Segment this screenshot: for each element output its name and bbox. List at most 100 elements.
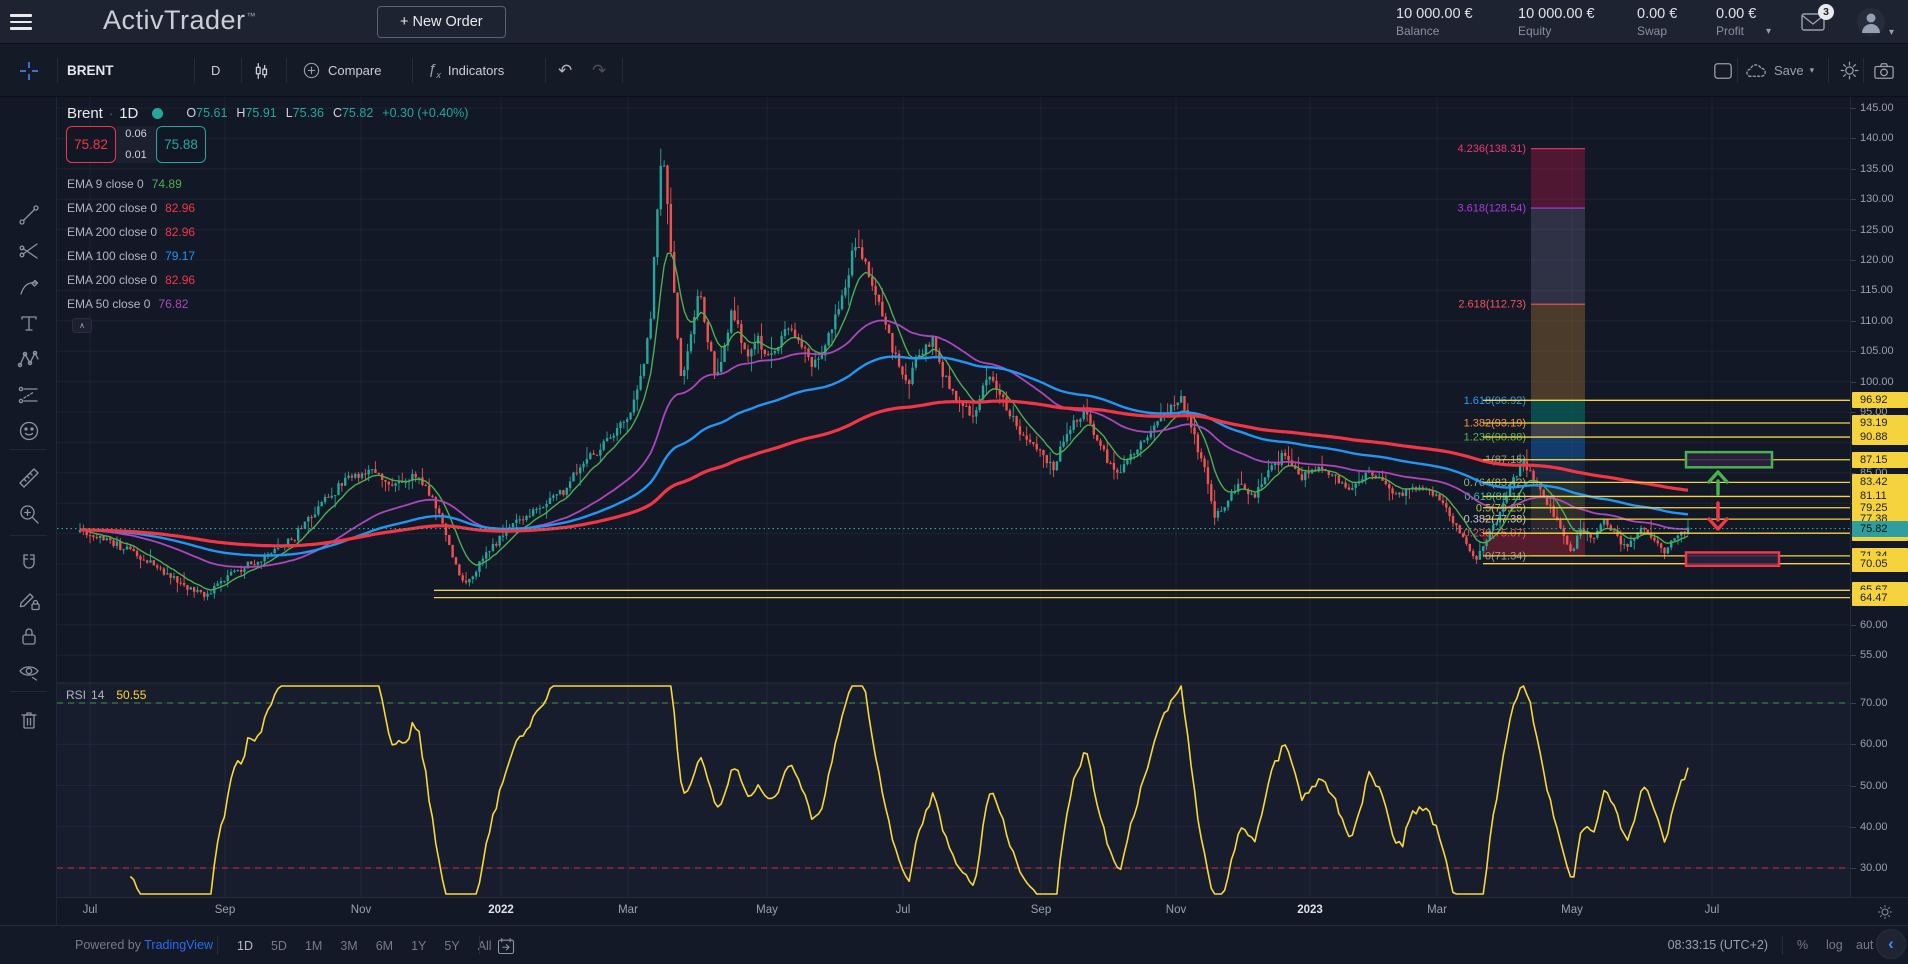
fib-retracement[interactable]: 4.236(138.31)3.618(128.54)2.618(112.73)1…: [1458, 143, 1586, 562]
range-button-6m[interactable]: 6M: [367, 935, 402, 957]
text-tool-button[interactable]: [8, 308, 49, 338]
time-axis[interactable]: JulSepNov2022MarMayJulSepNov2023MarMayJu…: [57, 897, 1908, 925]
horizontal-level-lines[interactable]: [434, 400, 1850, 597]
compare-button[interactable]: Compare: [302, 44, 381, 97]
layout-square-icon: [1712, 61, 1734, 81]
user-menu-caret-icon[interactable]: ▾: [1889, 27, 1894, 38]
indicator-value: 82.96: [165, 273, 195, 287]
collapse-panel-button[interactable]: ‹: [1876, 929, 1906, 959]
crosshair-tool-button[interactable]: [8, 55, 50, 87]
fib-level-label: 3.618(128.54): [1458, 203, 1527, 215]
drawing-toolbar: [0, 97, 57, 925]
fx-icon: ƒx: [428, 61, 441, 80]
equity-value: 10 000.00 €: [1518, 6, 1595, 22]
chart-canvas[interactable]: 4.236(138.31)3.618(128.54)2.618(112.73)1…: [57, 97, 1850, 897]
low-value: 75.36: [293, 106, 324, 120]
time-axis-label: Nov: [351, 904, 371, 916]
chart-settings-button[interactable]: [1835, 44, 1863, 97]
magnet-mode-button[interactable]: [8, 549, 49, 579]
legend-interval[interactable]: 1D: [119, 105, 138, 122]
indicator-legend-row[interactable]: EMA 200 close 082.96: [67, 196, 195, 220]
profit-stat: 0.00 € Profit: [1716, 6, 1756, 38]
lock-drawings-button[interactable]: [8, 621, 49, 651]
range-button-5y[interactable]: 5Y: [435, 935, 468, 957]
xabcd-pattern-tool-button[interactable]: [8, 344, 49, 374]
time-axis-label: Jul: [896, 904, 911, 916]
sell-button[interactable]: 75.82: [66, 126, 116, 163]
price-axis[interactable]: 145.00140.00135.00130.00125.00120.00115.…: [1850, 97, 1908, 897]
drawing-mode-lock-button[interactable]: [8, 585, 49, 615]
range-button-1y[interactable]: 1Y: [402, 935, 435, 957]
measure-tool-button[interactable]: [8, 463, 49, 493]
crosshair-icon: [17, 59, 41, 83]
forecast-tool-button[interactable]: [8, 380, 49, 410]
indicator-legend: EMA 9 close 074.89EMA 200 close 082.96EM…: [67, 172, 195, 316]
emoji-tool-button[interactable]: [8, 416, 49, 446]
save-layout-button[interactable]: Save ▾: [1744, 44, 1814, 97]
top-bar: ActivTrader™ + New Order 10 000.00 € Bal…: [0, 0, 1908, 44]
ema-200-line: [80, 401, 1688, 546]
remove-drawings-button[interactable]: [8, 705, 49, 735]
brush-tool-button[interactable]: [8, 272, 49, 302]
legend-symbol[interactable]: Brent: [67, 105, 103, 122]
user-avatar[interactable]: [1856, 7, 1886, 37]
redo-button[interactable]: ↷: [592, 44, 606, 97]
high-value: 75.91: [245, 106, 276, 120]
indicator-value: 79.17: [165, 249, 195, 263]
indicator-value: 82.96: [165, 225, 195, 239]
symbol-button[interactable]: BRENT: [67, 44, 114, 97]
indicators-button[interactable]: ƒx Indicators: [428, 44, 504, 97]
range-button-1d[interactable]: 1D: [228, 935, 262, 957]
screenshot-button[interactable]: [1869, 44, 1899, 97]
log-scale-button[interactable]: log: [1826, 938, 1843, 952]
time-axis-settings-icon[interactable]: [1872, 901, 1898, 923]
legend-collapse-button[interactable]: ∧: [72, 318, 92, 333]
rsi-legend[interactable]: RSI 14 50.55: [66, 688, 146, 702]
indicator-legend-row[interactable]: EMA 200 close 082.96: [67, 268, 195, 292]
go-to-date-button[interactable]: [492, 934, 520, 958]
price-tick-label: 100.00: [1851, 375, 1908, 390]
tradingview-link[interactable]: TradingView: [144, 938, 213, 952]
balance-value: 10 000.00 €: [1396, 6, 1473, 22]
equity-stat: 10 000.00 € Equity: [1518, 6, 1595, 38]
time-axis-label: Sep: [215, 904, 235, 916]
zoom-in-tool-button[interactable]: [8, 499, 49, 529]
price-zone-box[interactable]: [1686, 552, 1779, 565]
hide-drawings-button[interactable]: [8, 657, 49, 687]
account-dropdown-caret-icon[interactable]: ▾: [1766, 26, 1771, 37]
time-axis-label: Nov: [1166, 904, 1186, 916]
pencil-lock-icon: [17, 588, 41, 612]
rsi-tick-label: 70.00: [1851, 696, 1908, 711]
range-button-3m[interactable]: 3M: [331, 935, 366, 957]
current-price-label: 75.82: [1852, 521, 1908, 537]
trend-line-tool-button[interactable]: [8, 200, 49, 230]
indicator-legend-row[interactable]: EMA 100 close 079.17: [67, 244, 195, 268]
buy-button[interactable]: 75.88: [156, 126, 206, 163]
balance-label: Balance: [1396, 24, 1473, 38]
undo-button[interactable]: ↶: [558, 44, 572, 97]
price-tick-label: 135.00: [1851, 162, 1908, 177]
user-icon: [1856, 7, 1886, 37]
clock-display[interactable]: 08:33:15 (UTC+2): [1668, 938, 1768, 952]
percent-scale-button[interactable]: %: [1797, 938, 1808, 952]
pitchfork-tool-button[interactable]: [8, 236, 49, 266]
layout-button[interactable]: [1705, 44, 1741, 97]
smiley-icon: [17, 419, 41, 443]
indicator-legend-row[interactable]: EMA 50 close 076.82: [67, 292, 195, 316]
level-price-label: 90.88: [1852, 429, 1908, 445]
interval-button[interactable]: D: [211, 44, 220, 97]
chart-style-button[interactable]: [250, 44, 272, 97]
auto-scale-button[interactable]: aut: [1856, 938, 1873, 952]
eye-icon: [17, 660, 41, 684]
range-button-5d[interactable]: 5D: [262, 935, 296, 957]
price-zone-box[interactable]: [1686, 452, 1772, 467]
time-axis-label: May: [756, 904, 778, 916]
range-button-1m[interactable]: 1M: [296, 935, 331, 957]
price-tick-label: 130.00: [1851, 192, 1908, 207]
fib-level-label: 2.618(112.73): [1458, 299, 1526, 311]
indicator-legend-row[interactable]: EMA 9 close 074.89: [67, 172, 195, 196]
new-order-button[interactable]: + New Order: [377, 6, 506, 38]
menu-button[interactable]: [10, 10, 40, 34]
indicator-legend-row[interactable]: EMA 200 close 082.96: [67, 220, 195, 244]
market-status-dot[interactable]: [152, 108, 163, 119]
